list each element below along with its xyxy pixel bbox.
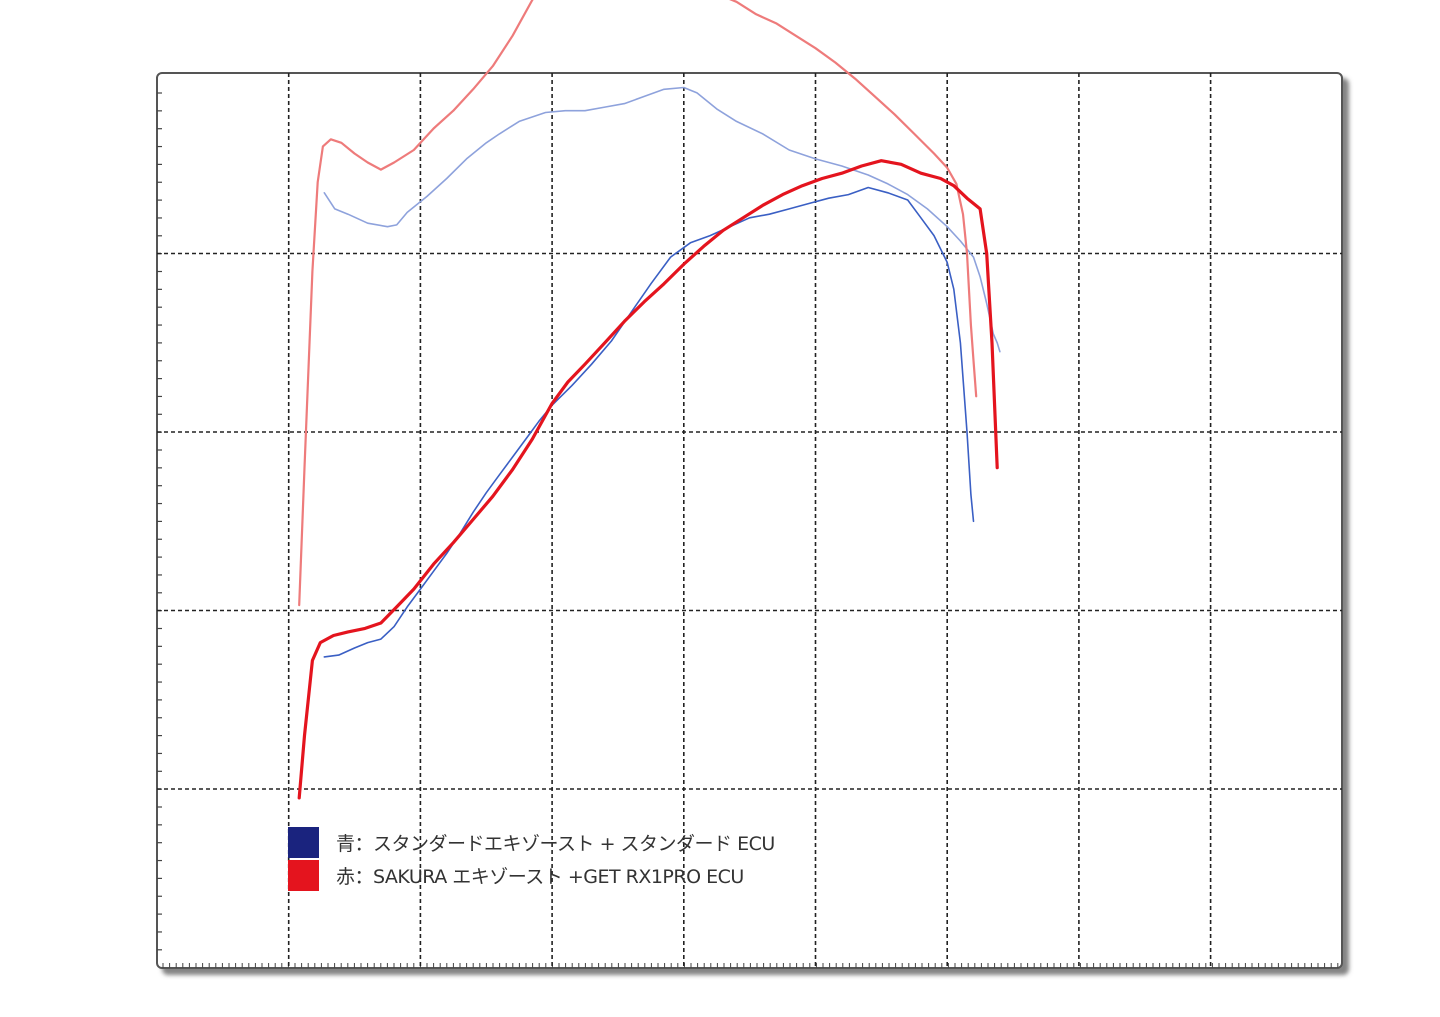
legend-label-blue: 青：スタンダードエキゾースト + スタンダード ECU [336,833,775,855]
legend: 青：スタンダードエキゾースト + スタンダード ECU 赤：SAKURA エキゾ… [288,826,775,892]
legend-swatch-blue [288,827,319,858]
legend-item-red: 赤：SAKURA エキゾースト +GET RX1PRO ECU [288,859,775,892]
series-line-2 [298,0,978,607]
series-layer [297,0,1001,800]
legend-swatch-red [288,860,319,891]
series-line-1 [323,86,1001,353]
legend-item-blue: 青：スタンダードエキゾースト + スタンダード ECU [288,826,775,859]
plot-area-frame [156,72,1343,969]
legend-label-red: 赤：SAKURA エキゾースト +GET RX1PRO ECU [336,866,744,888]
grid-lines [157,73,1342,968]
series-line-3 [323,186,975,658]
series-line-4 [297,159,999,800]
